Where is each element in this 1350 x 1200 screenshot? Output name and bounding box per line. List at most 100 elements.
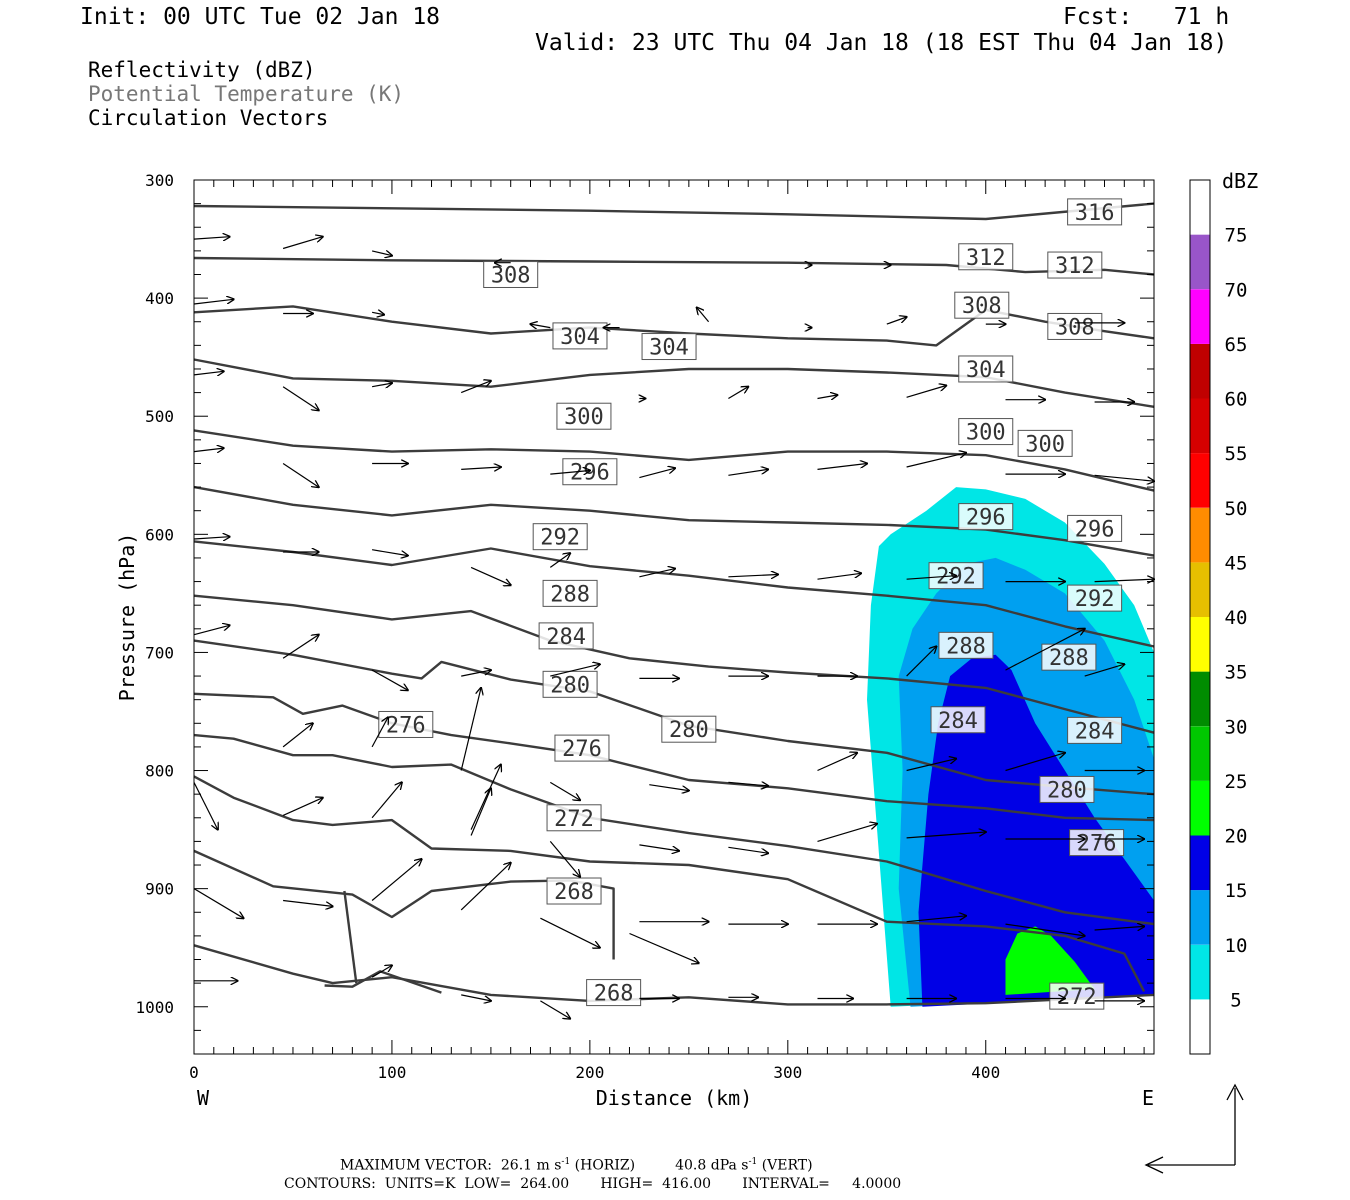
svg-text:268: 268	[594, 982, 634, 1007]
svg-text:276: 276	[1077, 832, 1117, 857]
theta-contour-308	[193, 305, 1155, 347]
colorbar-level-label: 25	[1225, 771, 1248, 793]
svg-text:284: 284	[546, 625, 586, 650]
theta-label-288: 288	[542, 579, 598, 607]
svg-text:284: 284	[1075, 719, 1115, 744]
colorbar-swatch	[1190, 453, 1210, 508]
theta-label-304: 304	[958, 355, 1014, 383]
svg-text:292: 292	[540, 526, 580, 551]
reflectivity-region-20	[1005, 926, 1095, 995]
svg-text:300: 300	[966, 421, 1006, 446]
theta-label-296: 296	[958, 503, 1014, 531]
y-tick-label: 800	[145, 762, 174, 781]
circulation-vector	[371, 717, 388, 748]
circulation-vector	[371, 782, 402, 819]
svg-text:304: 304	[560, 325, 600, 350]
circulation-vector	[728, 387, 748, 400]
theta-label-308: 308	[954, 291, 1010, 319]
theta-label-268: 268	[546, 877, 602, 905]
theta-label-272: 272	[546, 804, 602, 832]
theta-contour-272	[343, 890, 358, 984]
svg-text:296: 296	[1075, 517, 1115, 542]
theta-label-288: 288	[938, 631, 994, 659]
colorbar-swatch	[1190, 289, 1210, 344]
theta-label-304: 304	[641, 333, 697, 361]
svg-text:308: 308	[1055, 315, 1095, 340]
circulation-vector	[1094, 474, 1154, 481]
y-tick-label: 600	[145, 525, 174, 544]
circulation-vector	[460, 863, 511, 911]
y-tick-label: 700	[145, 643, 174, 662]
theta-label-300: 300	[1017, 429, 1073, 457]
svg-text:312: 312	[966, 246, 1006, 271]
colorbar-level-label: 50	[1225, 498, 1248, 520]
theta-label-292: 292	[532, 523, 588, 551]
circulation-vector	[906, 386, 947, 398]
circulation-vector	[193, 299, 234, 305]
circulation-vector	[371, 312, 384, 314]
circulation-vector	[193, 537, 230, 539]
svg-text:268: 268	[554, 880, 594, 905]
svg-text:296: 296	[966, 506, 1006, 531]
svg-text:292: 292	[1075, 587, 1115, 612]
colorbar-swatch	[1190, 617, 1210, 672]
colorbar-swatch	[1190, 835, 1210, 891]
circulation-vector	[629, 932, 699, 964]
colorbar-swatch	[1190, 671, 1210, 727]
theta-contour-272	[193, 775, 1146, 992]
theta-label-304: 304	[552, 322, 608, 350]
circulation-vector	[371, 251, 392, 256]
colorbar-level-label: 5	[1230, 989, 1241, 1011]
circulation-vector	[639, 844, 679, 851]
colorbar-level-label: 20	[1225, 826, 1248, 848]
theta-label-288: 288	[1041, 643, 1097, 671]
colorbar-level-label: 60	[1225, 389, 1248, 411]
y-tick-label: 1000	[135, 998, 174, 1017]
contour-note: CONTOURS: UNITS=K LOW= 264.00 HIGH= 416.…	[284, 1176, 902, 1192]
theta-label-280: 280	[542, 670, 598, 698]
reference-vector-glyph	[1144, 1083, 1244, 1174]
circulation-vector	[371, 669, 408, 690]
theta-contour-316	[193, 202, 1155, 221]
colorbar-level-label: 35	[1225, 662, 1248, 684]
theta-label-284: 284	[538, 622, 594, 650]
svg-text:316: 316	[1075, 201, 1115, 226]
circulation-vector	[906, 916, 966, 923]
theta-contour-276	[193, 733, 1155, 926]
plot-frame	[193, 179, 1155, 1055]
theta-label-292: 292	[1067, 584, 1123, 612]
colorbar-level-label: 55	[1225, 443, 1248, 465]
x-tick-label: 0	[189, 1063, 199, 1082]
colorbar-unit: dBZ	[1222, 169, 1258, 193]
x-tick-label: 200	[575, 1063, 604, 1082]
field-vectors: Circulation Vectors	[88, 106, 329, 130]
svg-text:280: 280	[550, 673, 590, 698]
theta-label-284: 284	[1067, 716, 1123, 744]
circulation-vector	[193, 888, 244, 919]
circulation-vector	[1084, 664, 1125, 677]
y-tick-label: 900	[145, 880, 174, 899]
circulation-vector	[540, 1000, 570, 1019]
x-tick-label: 100	[377, 1063, 406, 1082]
colorbar-swatch	[1190, 180, 1210, 235]
y-tick-label: 400	[145, 289, 174, 308]
theta-label-312: 312	[1047, 251, 1103, 279]
field-reflectivity: Reflectivity (dBZ)	[88, 58, 316, 82]
x-tick-label: 300	[773, 1063, 802, 1082]
circulation-vector	[1005, 753, 1065, 772]
colorbar-level-label: 45	[1225, 552, 1248, 574]
circulation-vector	[906, 576, 957, 580]
circulation-vector	[470, 788, 491, 836]
colorbar-level-label: 75	[1225, 225, 1248, 247]
circulation-vector	[282, 798, 323, 816]
forecast-hour: Fcst: 71 h	[1063, 4, 1230, 30]
circulation-vector	[817, 824, 877, 842]
circulation-vector	[550, 664, 600, 677]
theta-contour-268	[193, 849, 615, 960]
theta-label-276: 276	[554, 734, 610, 762]
circulation-vector	[1094, 926, 1145, 930]
colorbar: 5 10 15 20 25 30 35 40 45 50 55 60 65 70 75	[1189, 179, 1248, 1055]
colorbar-level-label: 40	[1225, 607, 1248, 629]
svg-text:276: 276	[386, 713, 426, 738]
svg-text:280: 280	[669, 718, 709, 743]
